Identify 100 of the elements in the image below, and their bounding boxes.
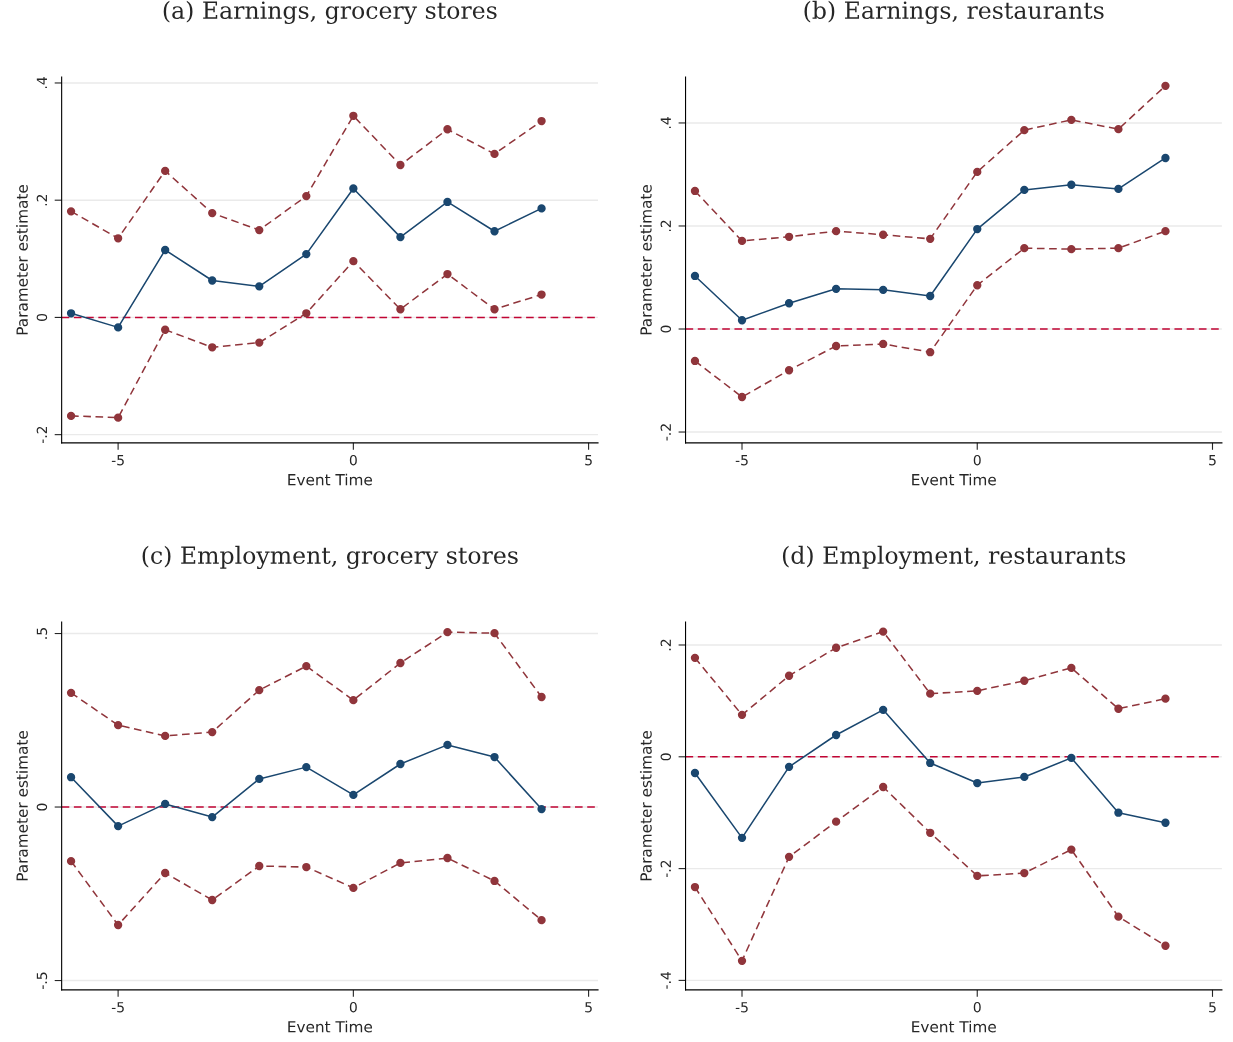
point	[396, 858, 405, 868]
point	[255, 225, 264, 235]
point	[255, 282, 264, 291]
y-tick-label: .2	[660, 220, 671, 232]
x-tick-label: -5	[735, 455, 748, 466]
point	[878, 705, 888, 714]
point	[490, 752, 499, 762]
point	[737, 833, 747, 843]
point	[537, 692, 546, 702]
point	[737, 956, 747, 965]
point	[208, 812, 217, 822]
point	[878, 285, 888, 295]
point	[1114, 124, 1123, 134]
point	[490, 149, 499, 159]
y-tick-label: 0	[660, 753, 672, 761]
point	[255, 338, 264, 347]
point	[302, 309, 311, 318]
point	[1161, 941, 1170, 950]
x-axis-title: Event Time	[912, 1020, 996, 1033]
point	[160, 325, 170, 334]
point	[926, 828, 935, 837]
point	[1161, 694, 1170, 703]
point	[113, 234, 123, 243]
point	[878, 782, 888, 792]
point	[255, 685, 264, 695]
point	[690, 768, 700, 778]
point	[831, 226, 841, 236]
point	[926, 291, 935, 301]
point	[973, 778, 982, 788]
point	[160, 799, 170, 809]
point	[1020, 243, 1029, 253]
point	[208, 343, 217, 352]
point	[1114, 704, 1123, 713]
point	[1067, 244, 1076, 254]
point	[396, 305, 405, 314]
y-tick-label: -.5	[36, 972, 48, 989]
chart-title: (d) Employment, restaurants	[782, 545, 1126, 569]
point	[490, 305, 499, 314]
point	[1114, 912, 1123, 921]
point	[443, 269, 452, 279]
chart-title: (b) Earnings, restaurants	[804, 0, 1104, 25]
point	[66, 688, 76, 698]
point	[537, 204, 546, 213]
point	[784, 671, 794, 680]
point	[490, 876, 499, 886]
point	[255, 861, 264, 871]
point	[1020, 868, 1029, 878]
point	[537, 915, 546, 925]
point	[878, 627, 888, 636]
point	[396, 759, 405, 769]
point	[973, 281, 982, 290]
point	[349, 883, 358, 893]
chart-title: (c) Employment, grocery stores	[142, 545, 518, 569]
point	[443, 853, 452, 863]
point	[1067, 845, 1076, 854]
x-tick-label: -5	[111, 455, 124, 466]
point	[926, 689, 935, 698]
y-axis-title: Parameter estimate	[16, 185, 28, 335]
point	[208, 895, 217, 905]
point	[66, 411, 76, 421]
y-tick-label: .5	[36, 628, 48, 639]
y-axis-title: Parameter estimate	[16, 731, 28, 881]
point	[302, 661, 311, 671]
point	[349, 790, 358, 800]
x-tick-label: 5	[585, 1002, 592, 1013]
point	[66, 309, 76, 318]
point	[349, 111, 358, 120]
point	[784, 299, 794, 308]
y-tick-label: .4	[36, 77, 47, 89]
x-tick-label: 5	[1209, 455, 1216, 466]
point	[1161, 81, 1170, 91]
point	[737, 710, 747, 720]
x-tick-label: 0	[973, 454, 981, 466]
x-axis-title: Event Time	[288, 473, 373, 486]
point	[208, 208, 217, 218]
point	[113, 920, 123, 930]
point	[396, 232, 405, 242]
y-tick-label: -.2	[660, 860, 671, 878]
y-axis-title: Parameter estimate	[639, 185, 652, 335]
y-tick-label: .2	[660, 639, 671, 651]
point	[784, 366, 794, 375]
point	[1067, 115, 1076, 125]
point	[737, 392, 747, 402]
point	[737, 316, 747, 325]
point	[113, 821, 123, 831]
point	[784, 762, 794, 772]
y-tick-label: -.4	[660, 972, 671, 989]
point	[831, 730, 841, 740]
point	[349, 695, 358, 705]
point	[255, 774, 264, 784]
point	[784, 852, 794, 862]
y-tick-label: 0	[36, 803, 48, 811]
point	[302, 249, 311, 259]
point	[302, 191, 311, 201]
point	[443, 197, 452, 207]
point	[690, 356, 700, 366]
point	[1161, 226, 1170, 236]
point	[831, 643, 841, 652]
point	[784, 232, 794, 241]
x-tick-label: -5	[111, 1002, 124, 1013]
